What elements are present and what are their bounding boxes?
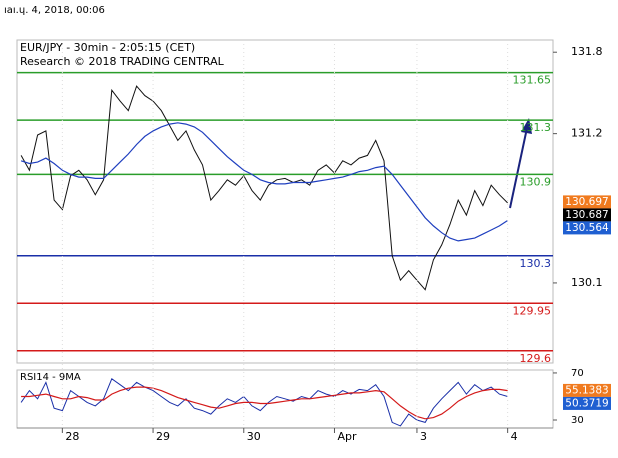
price-tag — [563, 396, 611, 410]
y-tick-label: 131.8 — [571, 45, 603, 58]
timestamp: ıaı.ɥ. 4, 2018, 00:06 — [4, 5, 105, 16]
price-tag — [563, 221, 611, 235]
level-label: 129.95 — [513, 304, 552, 317]
series-line — [21, 386, 508, 420]
x-tick-label: 4 — [511, 430, 518, 443]
chart-subtitle: Research © 2018 TRADING CENTRAL — [20, 55, 225, 68]
level-label: 130.3 — [520, 257, 552, 270]
price-tag-label: 50.3719 — [565, 397, 608, 409]
y-tick-label: 131.2 — [571, 127, 603, 140]
rsi-title: RSI14 - 9MA — [20, 372, 81, 383]
level-label: 130.9 — [520, 175, 552, 188]
x-tick-label: Apr — [337, 430, 357, 443]
series-line — [20, 85, 508, 291]
x-tick-label: 29 — [156, 430, 170, 443]
price-tag-label: 130.687 — [565, 209, 608, 221]
price-tag-label: 130.564 — [565, 222, 609, 234]
y-tick-label: 70 — [571, 368, 584, 379]
arrow-head — [521, 118, 532, 134]
price-frame — [16, 39, 554, 364]
price-tag-label: 55.1383 — [565, 384, 608, 396]
price-tag — [563, 195, 611, 209]
y-tick-label: 30 — [571, 415, 584, 426]
forecast-arrow — [509, 127, 528, 209]
level-label: 131.3 — [520, 121, 552, 134]
series-line — [20, 122, 508, 242]
series-line — [20, 378, 508, 427]
chart-title: EUR/JPY - 30min - 2:05:15 (CET) — [20, 41, 195, 54]
price-tag — [563, 208, 611, 222]
x-tick-label: 3 — [420, 430, 427, 443]
x-tick-label: 28 — [65, 430, 79, 443]
y-tick-label: 130.1 — [571, 276, 603, 289]
price-tag-label: 130.697 — [565, 196, 608, 208]
level-label: 129.6 — [520, 352, 552, 365]
x-tick-label: 30 — [247, 430, 261, 443]
level-label: 131.65 — [513, 74, 552, 87]
price-tag — [563, 383, 611, 397]
